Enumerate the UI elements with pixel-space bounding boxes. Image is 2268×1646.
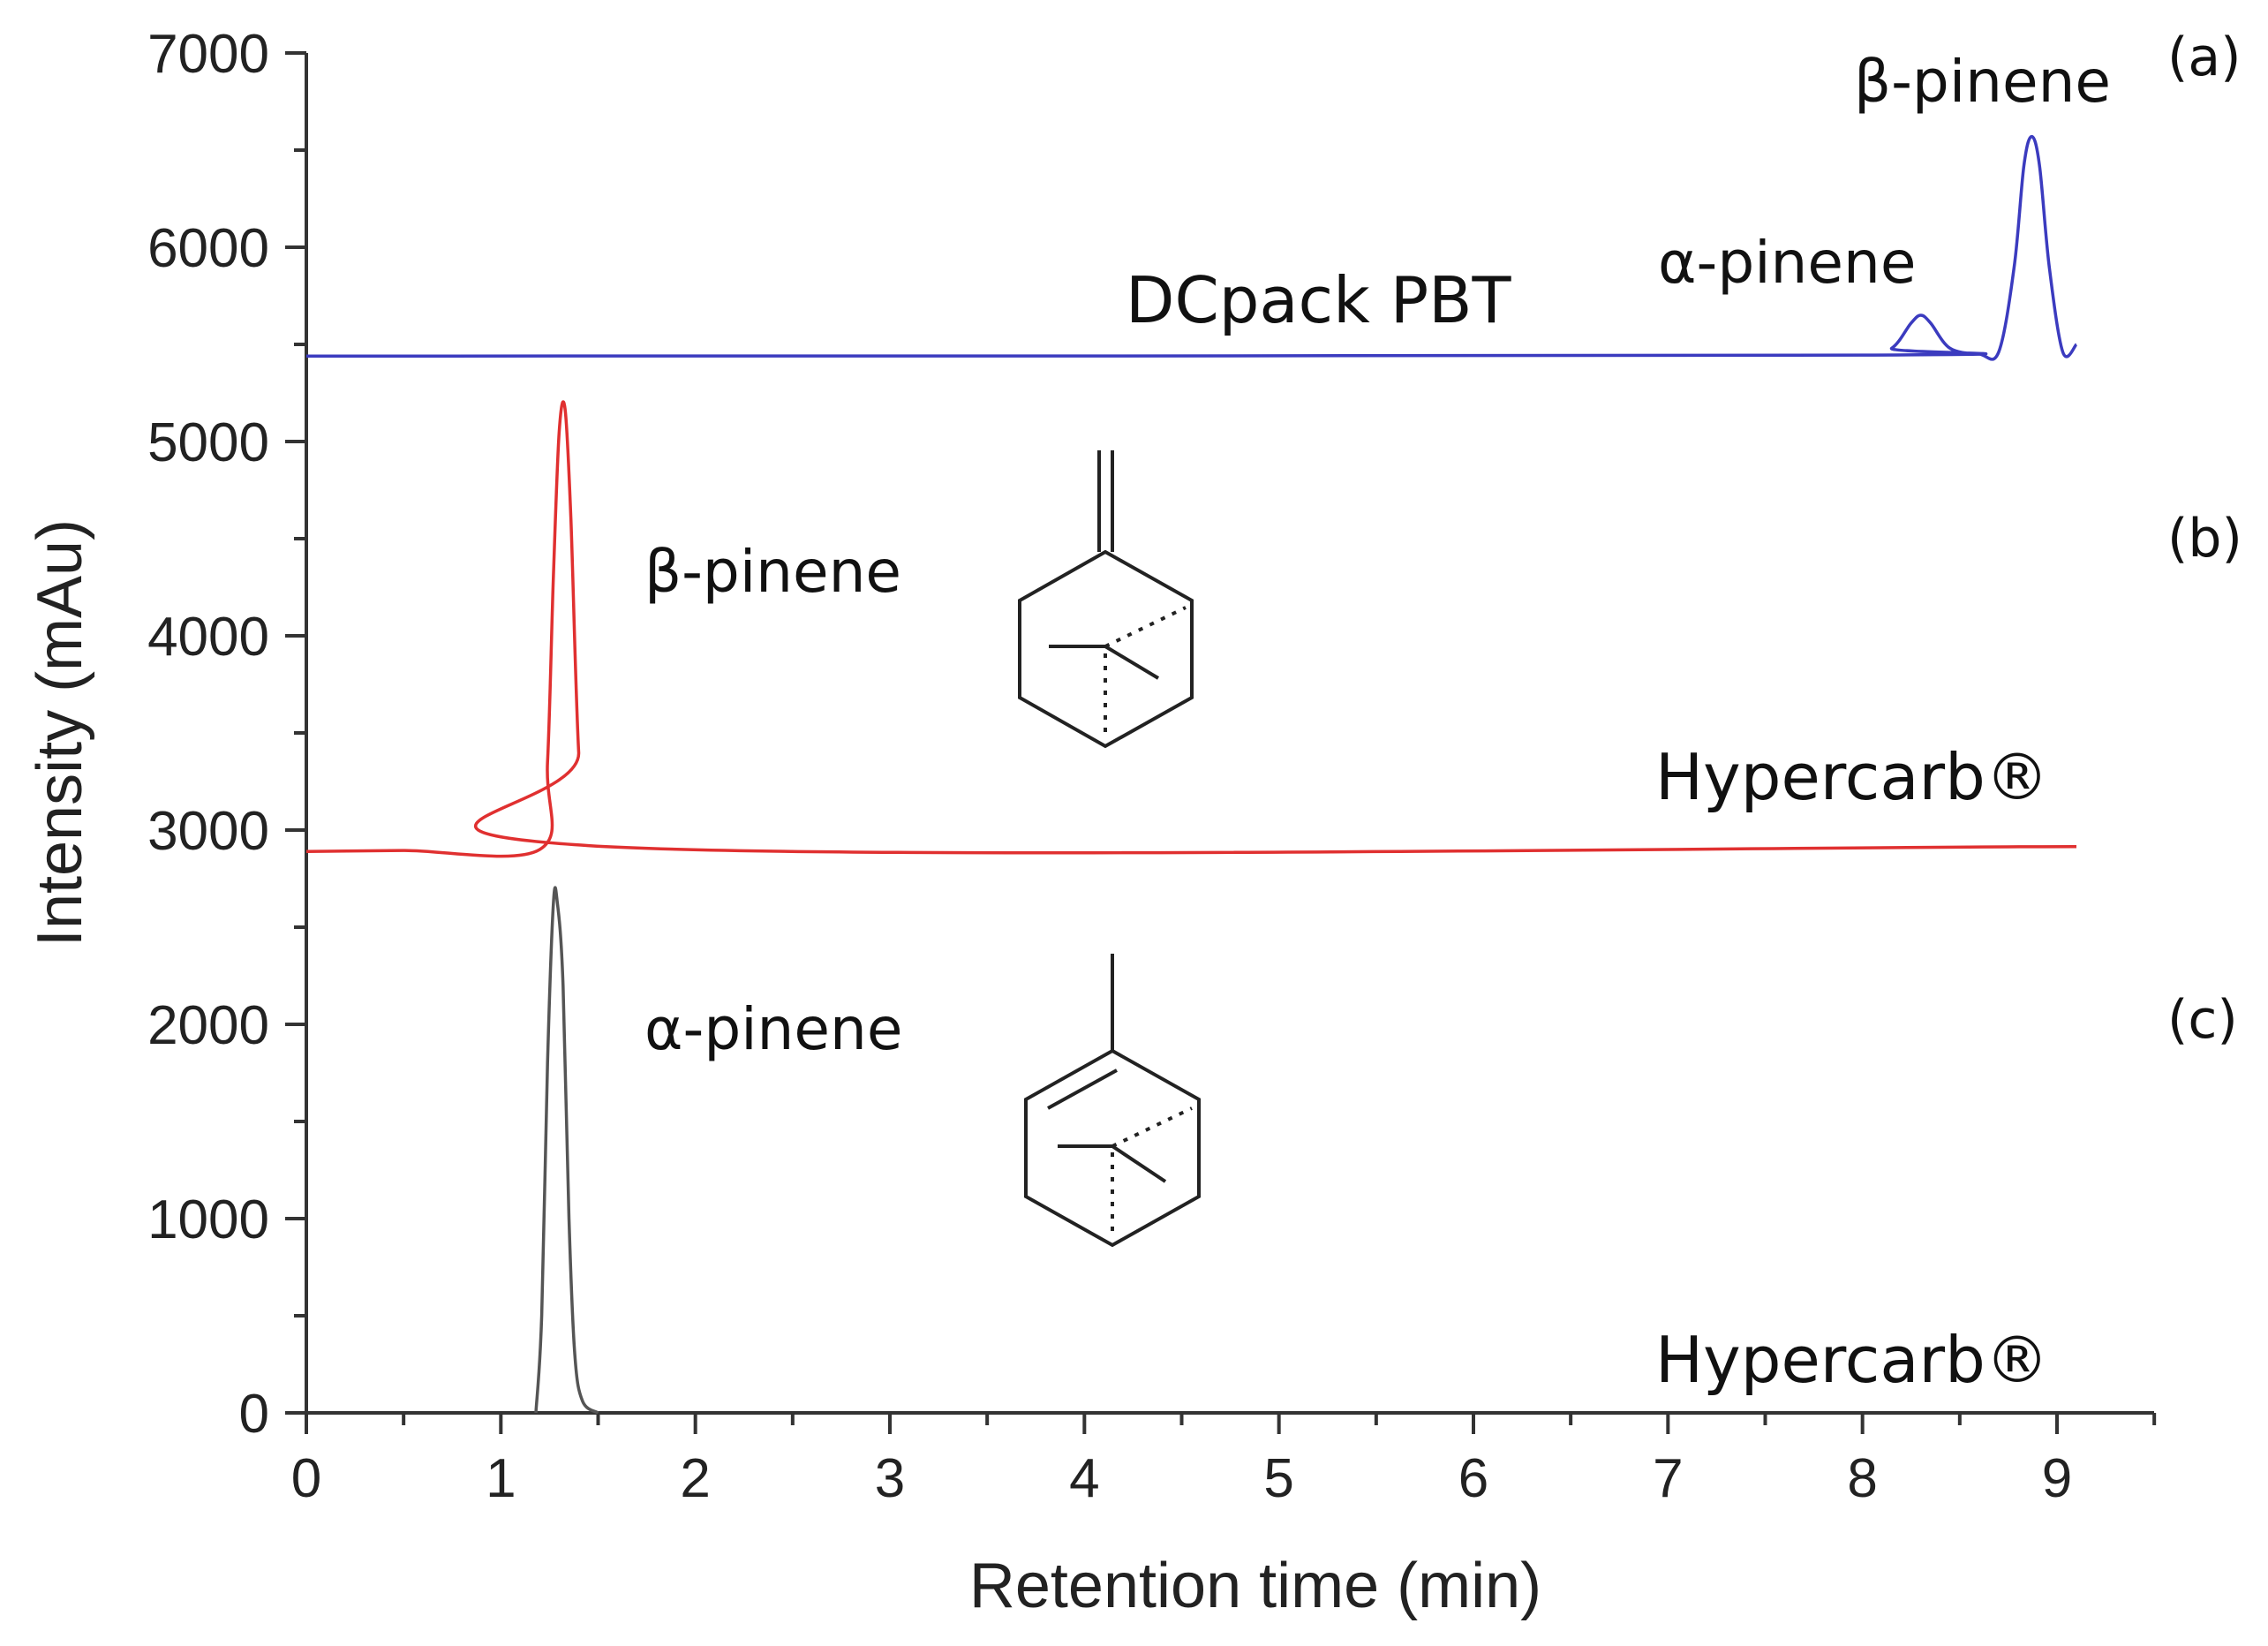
x-tick-label: 9 [2042, 1448, 2072, 1509]
x-tick-label: 5 [1263, 1448, 1293, 1509]
series-line-c [534, 886, 599, 1415]
x-tick-label: 6 [1458, 1448, 1488, 1509]
annotation-b-compound: β-pinene [644, 538, 901, 606]
y-tick-label: 1000 [147, 1189, 269, 1250]
y-axis-label: Intensity (mAu) [25, 519, 95, 947]
panel-label-c: (c) [2167, 989, 2238, 1051]
annotation-a-beta-pinene: β-pinene [1854, 48, 2111, 116]
y-tick-label: 3000 [147, 801, 269, 862]
annotation-a-alpha-pinene: α-pinene [1658, 229, 1916, 297]
series-lines [305, 134, 2078, 1415]
annotation-c-compound: α-pinene [644, 995, 902, 1063]
panel-label-a: (a) [2167, 26, 2242, 88]
x-axis-label: Retention time (min) [969, 1551, 1541, 1621]
panel-label-b: (b) [2167, 508, 2242, 570]
x-tick-label: 1 [486, 1448, 516, 1509]
tick-labels: 0 1 2 3 4 5 6 7 8 9 0 1000 2000 3000 4000 5000 6000 7000 [147, 24, 2072, 1509]
y-tick-label: 6000 [147, 218, 269, 279]
series-line-a [305, 134, 2078, 361]
y-tick-label: 0 [239, 1384, 269, 1445]
x-tick-label: 4 [1069, 1448, 1099, 1509]
y-tick-label: 5000 [147, 412, 269, 473]
x-tick-label: 2 [680, 1448, 710, 1509]
x-tick-label: 8 [1847, 1448, 1877, 1509]
x-tick-label: 0 [291, 1448, 321, 1509]
x-tick-label: 7 [1653, 1448, 1683, 1509]
annotation-b-column: Hypercarb® [1655, 740, 2049, 814]
y-tick-label: 2000 [147, 995, 269, 1056]
series-line-b [305, 400, 2077, 858]
y-tick-label: 4000 [147, 607, 269, 668]
annotation-a-column: DCpack PBT [1126, 263, 1512, 337]
annotation-c-column: Hypercarb® [1655, 1323, 2049, 1397]
x-tick-label: 3 [875, 1448, 905, 1509]
alpha-pinene-structure [1024, 954, 1201, 1248]
ticks [285, 51, 2157, 1434]
y-tick-label: 7000 [147, 24, 269, 85]
beta-pinene-structure [1018, 450, 1194, 749]
